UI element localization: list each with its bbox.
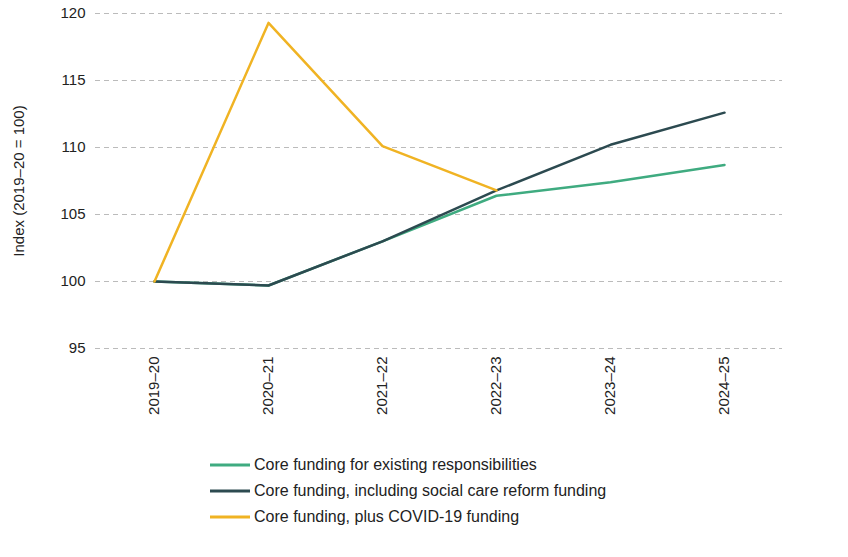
- html-text:Core funding, plus COVID-19 fu: Core funding, plus COVID-19 funding: [254, 508, 519, 525]
- svg-text:115: 115: [62, 71, 86, 88]
- svg-text:2024–25: 2024–25: [715, 357, 732, 415]
- svg-text:2020–21: 2020–21: [259, 357, 276, 415]
- svg-text:2022–23: 2022–23: [487, 357, 504, 415]
- svg-text:2019–20: 2019–20: [145, 357, 162, 415]
- svg-text:2021–22: 2021–22: [373, 357, 390, 415]
- svg-text:Index (2019–20 = 100): Index (2019–20 = 100): [10, 105, 27, 256]
- html-text:Core funding for existing resp: Core funding for existing responsibiliti…: [254, 456, 537, 473]
- svg-text:2023–24: 2023–24: [601, 357, 618, 415]
- svg-text:105: 105: [60, 205, 85, 222]
- html-text:Core funding, including social: Core funding, including social care refo…: [254, 482, 607, 499]
- svg-text:110: 110: [62, 138, 86, 155]
- svg-text:100: 100: [60, 272, 85, 289]
- svg-text:120: 120: [60, 4, 85, 21]
- svg-text:95: 95: [69, 339, 86, 356]
